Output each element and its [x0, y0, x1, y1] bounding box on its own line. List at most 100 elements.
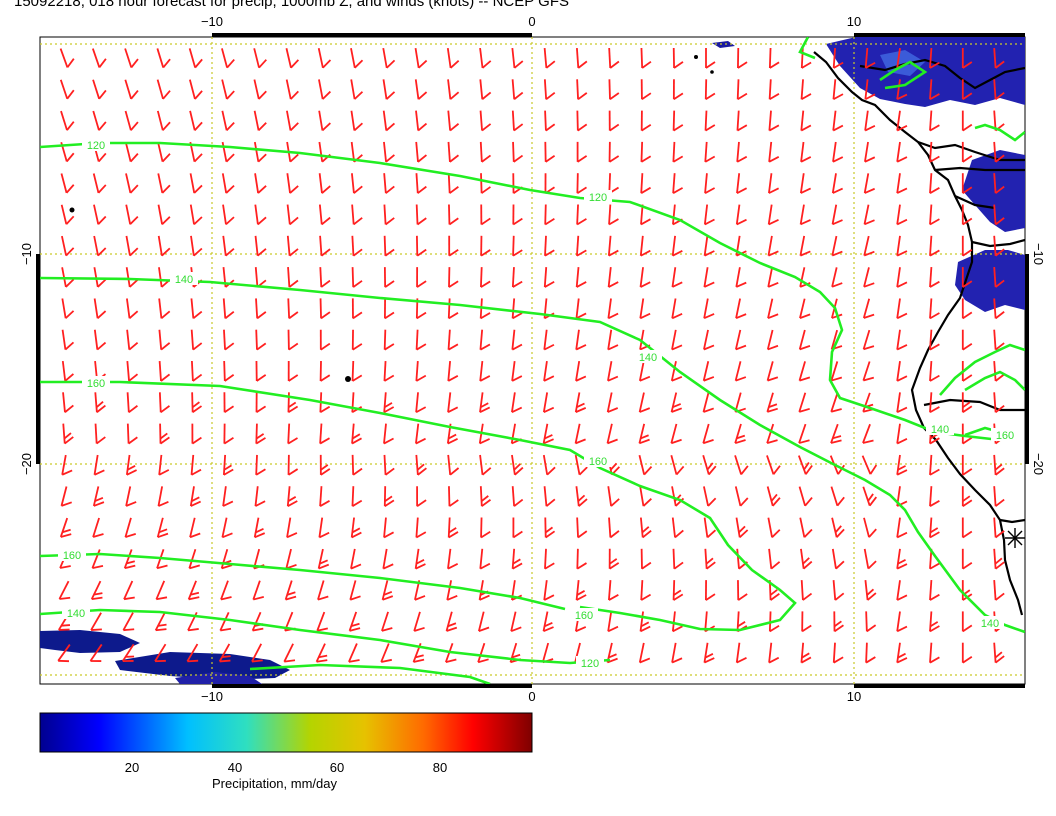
wind-barb	[446, 47, 460, 69]
x-bottom-tick-neg10: −10	[201, 689, 223, 704]
wind-barb	[961, 392, 973, 414]
wind-barb	[576, 47, 588, 69]
wind-barb	[767, 517, 781, 538]
wind-barb	[416, 486, 427, 507]
wind-barb	[961, 110, 973, 132]
wind-barb	[768, 79, 780, 101]
contour-label: 140	[175, 274, 193, 286]
wind-barb	[896, 141, 908, 163]
wind-barb	[511, 548, 523, 570]
wind-barb	[543, 47, 556, 69]
wind-barb	[799, 267, 811, 288]
wind-barb	[961, 642, 973, 664]
wind-barb	[864, 79, 876, 101]
wind-barb	[800, 110, 812, 132]
wind-barb	[125, 204, 139, 225]
colorbar-tick-40: 40	[228, 760, 242, 775]
wind-barb	[863, 548, 877, 570]
wind-barb	[383, 392, 395, 414]
wind-barb	[383, 173, 395, 194]
wind-barb	[896, 454, 908, 476]
wind-barb	[831, 517, 845, 538]
wind-barb	[797, 455, 813, 475]
wind-barb	[415, 110, 428, 132]
wind-barb	[286, 235, 299, 257]
wind-barb	[993, 486, 1005, 507]
wind-barb	[319, 235, 331, 257]
wind-barb	[993, 204, 1005, 226]
wind-barb	[929, 79, 940, 101]
wind-barb	[59, 517, 72, 538]
wind-barb	[448, 204, 459, 226]
wind-barb	[993, 329, 1005, 351]
wind-barb	[349, 580, 361, 601]
wind-barb	[154, 612, 167, 632]
wind-barb	[511, 454, 524, 476]
wind-barb	[639, 298, 651, 320]
wind-barb	[993, 141, 1005, 163]
wind-barb	[831, 235, 843, 257]
wind-barb	[863, 204, 875, 226]
wind-barb	[60, 110, 75, 131]
wind-barb	[158, 454, 170, 476]
wind-barb	[285, 548, 297, 570]
contour-line	[40, 608, 611, 665]
wind-barb	[124, 79, 139, 100]
wind-barb	[543, 329, 555, 351]
wind-barb	[158, 329, 171, 351]
wind-barb	[221, 48, 235, 69]
wind-barb	[383, 141, 395, 163]
wind-barb	[189, 486, 202, 507]
wind-barb	[929, 110, 940, 132]
wind-barb	[862, 486, 878, 507]
wind-barb	[251, 643, 263, 663]
wind-barb	[993, 267, 1005, 288]
wind-barb	[704, 141, 716, 163]
wind-barb	[736, 173, 748, 194]
wind-barb	[351, 360, 363, 382]
wind-barb	[544, 173, 555, 194]
wind-barb	[832, 580, 845, 601]
wind-barb	[190, 454, 202, 476]
wind-barb	[287, 329, 299, 351]
wind-barb	[862, 423, 874, 444]
wind-barb	[319, 360, 331, 382]
wind-barb	[222, 454, 234, 476]
contour-label: 160	[575, 610, 593, 622]
wind-barb	[798, 329, 811, 351]
x-top-tick-neg10: −10	[201, 14, 223, 29]
wind-barb	[703, 204, 715, 226]
wind-barb	[639, 517, 652, 539]
wind-barb	[736, 141, 748, 163]
wind-barb	[253, 141, 267, 163]
wind-barb	[383, 517, 395, 539]
wind-barb	[285, 48, 300, 69]
wind-barb	[800, 580, 813, 601]
wind-barb	[606, 423, 618, 445]
wind-barb	[993, 360, 1005, 382]
wind-barb	[608, 204, 619, 226]
wind-barb	[158, 360, 171, 382]
contour-label: 120	[581, 658, 599, 670]
wind-barb	[350, 517, 362, 539]
wind-barb	[576, 79, 588, 101]
wind-barb	[734, 455, 749, 475]
contour-labels: 120 120 140 140 160 160 160 160 140 160 140 140 120	[58, 138, 1019, 670]
wind-barb	[607, 235, 619, 257]
wind-barb	[348, 611, 361, 632]
wind-barb	[608, 141, 620, 163]
wind-barb	[126, 423, 138, 445]
wind-barb	[896, 329, 908, 351]
wind-barb	[479, 47, 492, 69]
precip-patch-southwest-1	[40, 630, 140, 653]
wind-barb	[415, 360, 427, 382]
wind-barb	[382, 47, 396, 69]
wind-barb	[576, 204, 587, 226]
wind-barb	[929, 235, 940, 257]
wind-barb	[414, 548, 426, 570]
wind-barb	[929, 517, 940, 539]
wind-barb	[61, 235, 75, 257]
wind-barb	[832, 47, 844, 69]
wind-barb	[703, 486, 717, 507]
wind-barb	[574, 423, 586, 445]
